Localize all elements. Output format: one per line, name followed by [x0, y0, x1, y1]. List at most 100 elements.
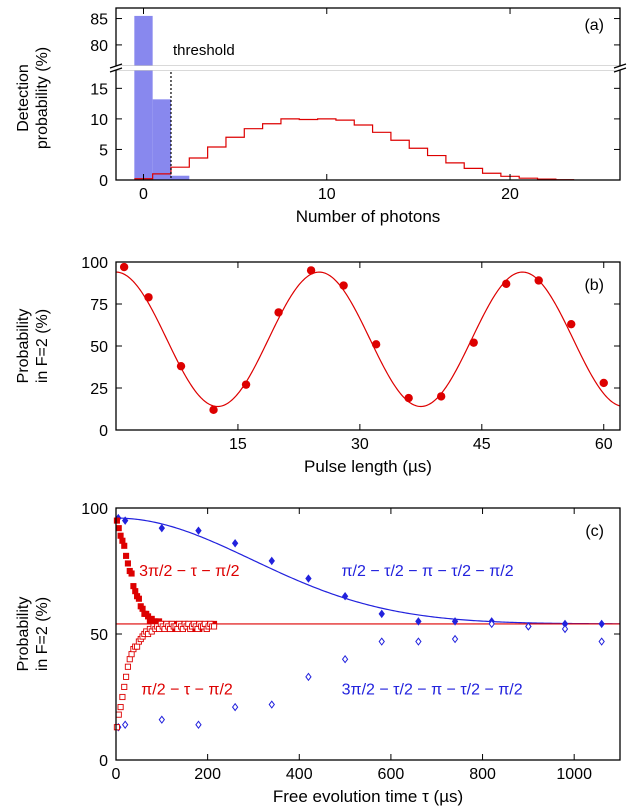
x-tick-label: 10 — [318, 186, 336, 203]
rabi-data-point — [599, 378, 608, 388]
hist-bar-blue — [152, 99, 171, 180]
open-diamond-marker — [341, 654, 349, 664]
rabi-data-point — [119, 262, 129, 272]
x-tick-label: 45 — [473, 436, 491, 453]
rabi-data-point — [501, 279, 511, 289]
open-diamond-marker — [451, 634, 459, 644]
panel-label: (a) — [584, 17, 604, 34]
filled-diamond-marker — [231, 539, 239, 548]
filled-diamond-marker — [268, 556, 275, 566]
panel-label: (c) — [585, 523, 604, 540]
y-tick-label: 75 — [90, 297, 108, 314]
y-tick-label: 15 — [90, 81, 108, 98]
y-tick-label: 50 — [90, 627, 108, 644]
x-tick-label: 1000 — [556, 766, 592, 783]
filled-diamond-marker — [598, 619, 605, 629]
rabi-data-point — [274, 308, 283, 317]
x-tick-label: 60 — [595, 436, 613, 453]
open-square-marker — [123, 673, 130, 680]
x-tick-label: 200 — [194, 766, 221, 783]
y-tick-label: 10 — [90, 112, 108, 129]
y-axis-label-line: in F=2 (%) — [34, 597, 51, 671]
x-tick-label: 20 — [501, 186, 519, 203]
threshold-label: threshold — [173, 42, 235, 59]
hist-bar-blue — [170, 175, 190, 180]
y-axis-label-line: Detection — [15, 64, 32, 132]
rabi-data-point — [144, 293, 153, 302]
filled-diamond-marker — [415, 617, 422, 626]
open-diamond-marker — [488, 619, 495, 629]
rabi-data-point — [241, 380, 251, 389]
x-axis-label: Number of photons — [296, 207, 441, 226]
filled-diamond-marker — [305, 574, 312, 583]
filled-square-marker — [117, 532, 124, 539]
panel-a: threshold 0 10 20 0 5 10 15 80 85 Number of photon… — [15, 7, 627, 226]
filled-square-marker — [130, 583, 137, 590]
sequence-annotation: 3π/2 − τ − π/2 — [139, 563, 240, 580]
open-diamond-marker — [195, 720, 202, 729]
y-tick-label: 50 — [90, 339, 108, 356]
filled-diamond-marker — [121, 516, 129, 525]
y-tick-label: 100 — [81, 255, 108, 272]
rabi-data-point — [404, 393, 413, 403]
filled-square-marker — [128, 570, 135, 577]
open-square-marker — [113, 724, 120, 731]
y-tick-label: 25 — [90, 381, 108, 398]
open-diamond-marker — [305, 672, 312, 682]
open-diamond-marker — [415, 637, 422, 646]
open-square-marker — [119, 693, 126, 701]
rabi-data-point — [176, 361, 186, 371]
open-square-marker — [134, 643, 141, 650]
filled-square-marker — [123, 552, 130, 559]
filled-square-marker — [124, 560, 131, 567]
sequence-annotation: 3π/2 − τ/2 − π − τ/2 − π/2 — [342, 681, 523, 698]
y-axis-label-line: in F=2 (%) — [34, 309, 51, 383]
y-tick-label: 100 — [81, 501, 108, 518]
open-diamond-marker — [231, 702, 239, 712]
y-axis-label: Probability in F=2 (%) — [15, 597, 51, 672]
open-square-marker — [117, 704, 124, 711]
open-square-marker — [124, 663, 131, 670]
hist-step-red — [134, 118, 575, 181]
x-axis-label: Free evolution time τ (µs) — [273, 787, 463, 806]
rabi-data-point — [339, 281, 348, 290]
panel-b: 15 30 45 60 0 25 50 75 100 Pulse length (µs) Proba… — [15, 255, 621, 476]
y-axis-label: Detection probability (%) — [15, 47, 51, 149]
open-diamond-marker — [378, 637, 385, 646]
y-axis-label-line: Probability — [15, 597, 32, 672]
y-tick-label: 0 — [99, 173, 108, 190]
open-square-marker — [115, 711, 122, 718]
blue-fit-curve — [115, 517, 621, 625]
y-axis-label: Probability in F=2 (%) — [15, 309, 51, 384]
y-axis-label-line: Probability — [15, 309, 32, 384]
x-tick-label: 400 — [286, 766, 313, 783]
open-square-marker — [128, 651, 135, 658]
axis-break-mark — [613, 63, 627, 73]
rabi-data-point — [371, 340, 381, 349]
rabi-data-point — [469, 338, 478, 347]
filled-square-marker — [121, 542, 128, 549]
filled-square-marker — [115, 525, 122, 532]
rabi-data-point — [534, 276, 543, 285]
x-axis-label: Pulse length (µs) — [304, 457, 432, 476]
plot-frame — [115, 507, 621, 761]
hist-bar-blue-upper — [134, 15, 153, 66]
y-tick-label: 0 — [99, 753, 108, 770]
rabi-data-point — [436, 392, 446, 401]
panel-c: 3π/2 − τ − π/2 π/2 − τ − π/2 π/2 − τ/2 − π… — [15, 501, 621, 806]
open-square-marker — [126, 656, 133, 663]
sequence-annotation: π/2 − τ/2 − π − τ/2 − π/2 — [342, 563, 514, 580]
open-diamond-marker — [561, 624, 569, 634]
x-tick-label: 0 — [139, 186, 148, 203]
sequence-annotation: π/2 − τ − π/2 — [141, 681, 233, 698]
filled-square-marker — [113, 517, 120, 524]
x-tick-label: 600 — [378, 766, 405, 783]
y-tick-label: 80 — [90, 38, 108, 55]
filled-square-marker — [119, 537, 126, 544]
rabi-data-point — [209, 405, 218, 415]
panel-label: (b) — [584, 277, 604, 294]
filled-square-marker — [139, 605, 146, 612]
filled-diamond-marker — [158, 523, 165, 533]
open-square-marker — [211, 623, 218, 630]
